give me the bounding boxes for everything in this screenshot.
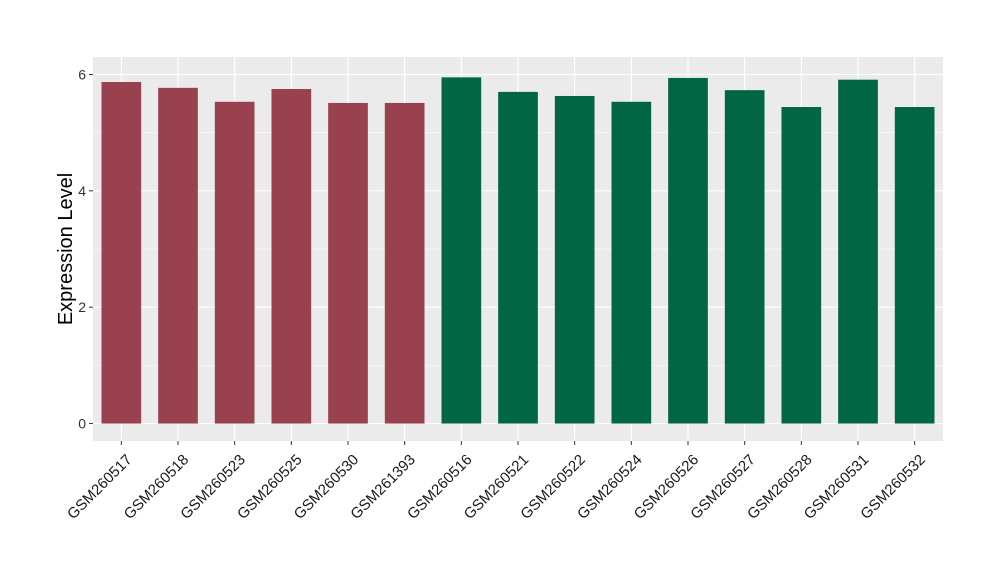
bar-gsm260524 (611, 101, 652, 424)
bar-gsm260530 (328, 102, 368, 424)
x-axis: GSM260517GSM260518GSM260523GSM260525GSM2… (64, 441, 929, 523)
bar-gsm260516 (441, 77, 482, 424)
bar-gsm260523 (214, 101, 255, 424)
bar-gsm260527 (724, 90, 765, 424)
y-axis: 0 2 4 6 (78, 66, 93, 432)
y-tick-label: 0 (78, 416, 86, 432)
bar-gsm260522 (554, 95, 595, 424)
y-tick-label: 2 (78, 299, 86, 315)
bar-gsm260517 (101, 82, 142, 424)
bar-gsm261393 (384, 102, 425, 424)
y-axis-title: Expression Level (55, 173, 77, 325)
y-tick-label: 6 (78, 66, 86, 82)
bar-gsm260525 (271, 89, 312, 424)
bar-gsm260532 (894, 107, 935, 424)
bar-gsm260528 (781, 107, 822, 424)
bars (101, 77, 935, 424)
bar-gsm260531 (838, 79, 878, 424)
bar-gsm260518 (158, 87, 198, 424)
bar-gsm260521 (498, 91, 538, 424)
bar-gsm260526 (668, 77, 708, 424)
y-tick-label: 4 (78, 183, 86, 199)
